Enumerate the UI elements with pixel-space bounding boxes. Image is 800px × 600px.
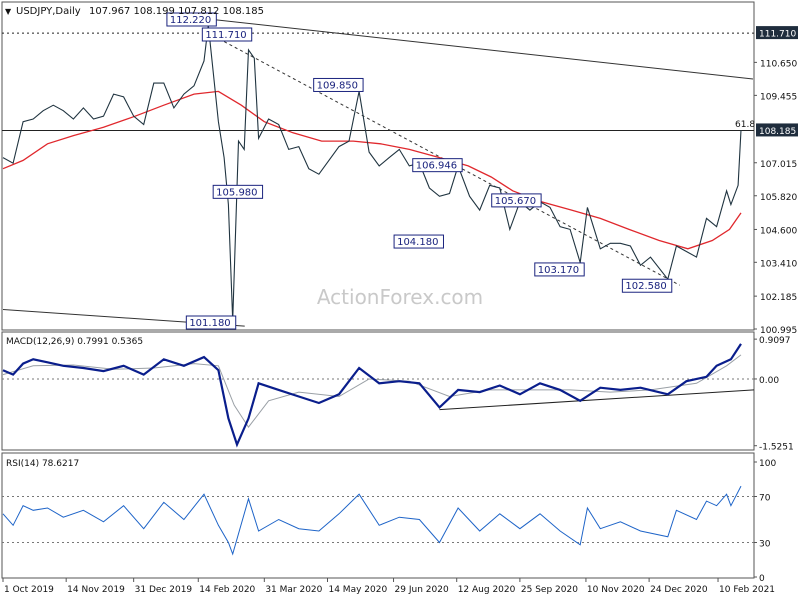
swing-label-112.220: 112.220 — [170, 15, 211, 26]
horizontal-levels — [2, 32, 754, 131]
time-tick-2019-10-01: 1 Oct 2019 — [4, 585, 54, 595]
price-tick-102.185: 102.185 — [760, 293, 797, 303]
price-tick-100.995: 100.995 — [760, 326, 797, 336]
swing-label-101.180: 101.180 — [189, 318, 230, 329]
price-tag-box-111.710 — [756, 26, 798, 40]
price-panel: ActionForex.com 112.220 111.710 109.850 105… — [1, 1, 798, 336]
macd-y-axis: 0.9097 0.00 -1.5251 — [754, 336, 794, 453]
collapse-arrow-icon[interactable]: ▼ — [5, 7, 12, 16]
macd-trendline — [439, 389, 755, 411]
time-tick-2021-02-10: 10 Feb 2021 — [719, 585, 775, 595]
macd-support-trendline — [439, 389, 755, 411]
time-tick-2020-08-12: 12 Aug 2020 — [458, 585, 516, 595]
swing-label-105.980: 105.980 — [216, 187, 257, 198]
rsi-series — [2, 485, 742, 556]
price-line — [2, 25, 742, 321]
swing-label-box-106.946 — [412, 158, 463, 173]
rsi-panel: RSI(14) 78.6217 100 70 30 0 — [1, 452, 776, 584]
macd-tick-0.9097: 0.9097 — [759, 336, 791, 346]
price-panel-frame — [1, 1, 755, 331]
price-tag-108.185: 108.185 — [759, 127, 796, 137]
time-tick-2020-11-10: 10 Nov 2020 — [587, 585, 645, 595]
macd-tick--1.5251: -1.5251 — [759, 443, 794, 453]
rsi-line — [2, 485, 742, 556]
rsi-tick-30: 30 — [759, 540, 771, 550]
time-tick-2019-12-31: 31 Dec 2019 — [135, 585, 193, 595]
swing-label-box-109.850 — [313, 77, 364, 92]
time-tick-2020-05-14: 14 May 2020 — [328, 585, 387, 595]
swing-label-box-104.180 — [393, 234, 444, 249]
rsi-title: RSI(14) 78.6217 — [6, 459, 79, 469]
time-axis: 1 Oct 2019 14 Nov 2019 31 Dec 2019 14 Feb 2… — [2, 578, 775, 595]
macd-title: MACD(12,26,9) 0.7991 0.5365 — [6, 337, 143, 347]
time-tick-2020-12-24: 24 Dec 2020 — [650, 585, 708, 595]
price-series — [2, 25, 742, 321]
price-tags: 111.710 108.185 — [756, 26, 798, 137]
swing-label-box-105.980 — [212, 184, 264, 199]
swing-label-box-102.580 — [621, 278, 673, 293]
swing-label-102.580: 102.580 — [625, 281, 666, 292]
price-tick-103.410: 103.410 — [760, 259, 797, 269]
macd-line — [2, 343, 742, 448]
price-y-axis: 110.650 109.455 107.015 105.820 104.600 103.4… — [754, 59, 797, 336]
swing-label-box-103.170 — [534, 262, 585, 277]
rsi-panel-frame — [1, 452, 755, 579]
ohlc-values: 107.967 108.199 107.812 108.185 — [89, 6, 264, 17]
symbol-label: USDJPY,Daily — [16, 6, 81, 17]
trendline-3 — [208, 32, 681, 286]
macd-tick-0.00: 0.00 — [759, 376, 779, 386]
swing-label-106.946: 106.946 — [416, 161, 457, 172]
macd-series — [2, 343, 742, 448]
price-tick-109.455: 109.455 — [760, 92, 797, 102]
time-tick-2020-03-31: 31 Mar 2020 — [265, 585, 322, 595]
price-tick-105.820: 105.820 — [760, 193, 797, 203]
price-tick-107.015: 107.015 — [760, 160, 797, 170]
moving-average-line — [2, 90, 742, 250]
rsi-tick-70: 70 — [759, 494, 771, 504]
rsi-levels — [2, 496, 754, 543]
fib-label: 61.8 — [735, 120, 755, 130]
time-tick-2020-06-29: 29 Jun 2020 — [395, 585, 449, 595]
price-tag-box-108.185 — [756, 123, 798, 137]
trendline-2 — [208, 18, 754, 80]
swing-label-box-112.220 — [166, 12, 217, 27]
time-tick-2020-02-14: 14 Feb 2020 — [199, 585, 255, 595]
swing-labels: 112.220 111.710 109.850 105.980 104.180 106.9… — [166, 12, 673, 330]
swing-label-109.850: 109.850 — [317, 80, 358, 91]
rsi-tick-100: 100 — [759, 459, 776, 469]
swing-label-box-101.180 — [185, 315, 237, 330]
macd-panel-frame — [1, 331, 755, 451]
macd-panel: MACD(12,26,9) 0.7991 0.5365 0.9097 0.00 -1… — [1, 331, 794, 453]
price-header: ▼ USDJPY,Daily 107.967 108.199 107.812 1… — [5, 6, 264, 17]
rsi-tick-0: 0 — [759, 574, 765, 584]
swing-label-box-111.710 — [201, 27, 253, 42]
swing-label-104.180: 104.180 — [397, 237, 438, 248]
swing-label-111.710: 111.710 — [205, 30, 246, 41]
swing-label-box-105.670 — [491, 193, 542, 208]
time-tick-2019-11-14: 14 Nov 2019 — [67, 585, 125, 595]
watermark: ActionForex.com — [317, 285, 483, 309]
swing-label-105.670: 105.670 — [495, 196, 536, 207]
rsi-y-axis: 100 70 30 0 — [754, 459, 776, 584]
time-tick-2020-09-25: 25 Sep 2020 — [521, 585, 578, 595]
price-tag-111.710: 111.710 — [759, 30, 796, 40]
price-tick-104.600: 104.600 — [760, 226, 797, 236]
swing-label-103.170: 103.170 — [538, 265, 579, 276]
price-tick-110.650: 110.650 — [760, 59, 797, 69]
macd-signal-line — [2, 354, 742, 428]
